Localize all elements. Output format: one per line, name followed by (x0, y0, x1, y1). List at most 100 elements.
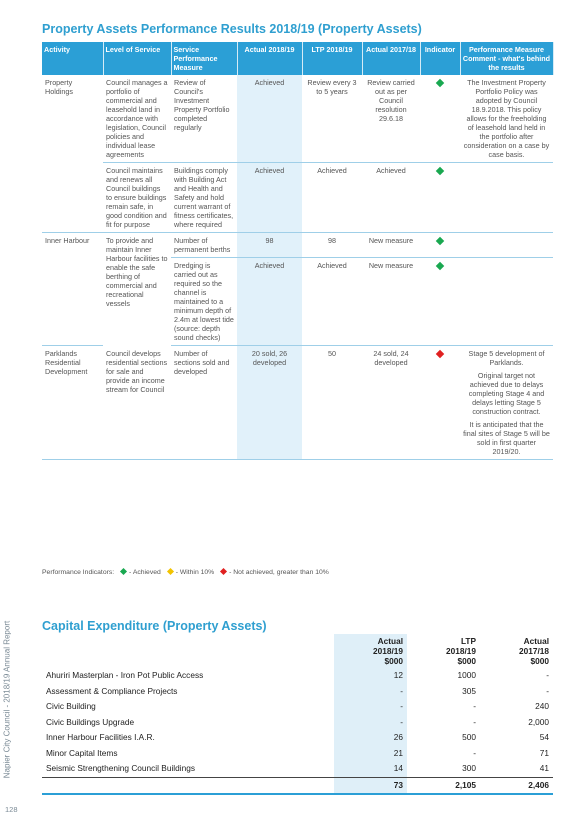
header-ltp-1819: LTP 2018/19 $000 (446, 636, 476, 666)
cell-actual-1819: - (334, 683, 407, 699)
performance-table: Activity Level of Service Service Perfor… (42, 42, 554, 460)
capital-table: Actual 2018/19 $000 LTP 2018/19 $000 Actual 2… (42, 634, 553, 795)
header-level-of-service: Level of Service (103, 42, 172, 75)
cell-level: Council develops residential sections fo… (103, 345, 171, 460)
cell-activity: Parklands Residential Development (42, 345, 103, 460)
comment-paragraph: Original target not achieved due to dela… (468, 371, 545, 416)
cell-actual-1819: 12 (334, 668, 407, 684)
capital-row: Assessment & Compliance Projects - 305 - (42, 683, 553, 699)
cell-actual-1819: Achieved (237, 75, 302, 163)
legend-prefix: Performance Indicators: (42, 569, 115, 576)
legend-not-achieved: - Not achieved, greater than 10% (229, 569, 329, 576)
cell-actual-1718: Review carried out as per Council resolu… (367, 78, 415, 123)
cell-measure: Buildings comply with Building Act and H… (171, 162, 237, 233)
row-label: Seismic Strengthening Council Buildings (46, 763, 195, 773)
cell-ltp: Achieved (302, 257, 362, 346)
header-ltp-1819: LTP 2018/19 (302, 42, 363, 75)
cell-actual-1819: 21 (334, 745, 407, 761)
cell-actual-1819: 26 (334, 730, 407, 746)
cell-actual-1718: 240 (535, 701, 549, 711)
cell-ltp: 50 (302, 345, 362, 460)
row-label: Ahuriri Masterplan - Iron Pot Public Acc… (46, 670, 204, 680)
capital-total-row: 73 2,105 2,406 (42, 776, 553, 795)
performance-legend: Performance Indicators: - Achieved - Wit… (42, 567, 329, 576)
capital-row: Civic Buildings Upgrade - - 2,000 (42, 714, 553, 730)
cell-actual-1718: 41 (539, 763, 549, 773)
cell-indicator (420, 75, 460, 163)
performance-title: Property Assets Performance Results 2018… (42, 22, 422, 36)
cell-ltp-1819: - (473, 701, 476, 711)
cell-ltp-1819: 500 (462, 732, 476, 742)
cell-indicator (420, 233, 460, 258)
cell-actual-1819: 20 sold, 26 developed (237, 345, 302, 460)
header-comment: Performance Measure Comment - what's beh… (460, 42, 554, 75)
cell-actual-1819: Achieved (237, 257, 302, 346)
cell-actual-1718: 71 (539, 747, 549, 758)
cell-actual-1819: Achieved (237, 162, 302, 233)
cell-ltp: Achieved (302, 162, 362, 233)
cell-comment: Stage 5 development of Parklands. Origin… (460, 345, 553, 460)
row-label: Civic Buildings Upgrade (46, 716, 135, 727)
table-row: Council maintains and renews all Council… (42, 162, 553, 233)
cell-measure: Review of Council's Investment Property … (174, 78, 230, 132)
cell-activity: Property Holdings (45, 78, 73, 96)
header-actual-1718: Actual 2017/18 $000 (519, 636, 549, 666)
cell-comment: The Investment Property Portfolio Policy… (463, 78, 550, 159)
table-row: Property Holdings Council manages a port… (42, 75, 553, 163)
total-actual-1718: 2,406 (480, 776, 553, 795)
cell-ltp-1819: - (473, 747, 476, 758)
cell-ltp-1819: 300 (462, 763, 476, 773)
cell-actual-1819: - (334, 699, 407, 715)
row-label: Minor Capital Items (46, 747, 118, 758)
cell-ltp-1819: 305 (462, 685, 476, 696)
side-report-title: Napier City Council - 2018/19 Annual Rep… (2, 620, 12, 779)
cell-actual-1718: New measure (368, 236, 414, 245)
cell-actual-1718: 24 sold, 24 developed (362, 345, 420, 460)
header-actual-1819: Actual 2018/19 (237, 42, 303, 75)
header-actual-1718: Actual 2017/18 (362, 42, 421, 75)
cell-ltp: 98 (328, 236, 336, 245)
cell-actual-1718: - (546, 685, 549, 696)
cell-actual-1718: New measure (362, 257, 420, 346)
table-row: Parklands Residential Development Counci… (42, 345, 553, 460)
row-label: Inner Harbour Facilities I.A.R. (46, 732, 155, 742)
cell-measure: Number of sections sold and developed (171, 345, 237, 460)
cell-measure: Dredging is carried out as required so t… (171, 257, 237, 346)
legend-achieved: - Achieved (129, 569, 161, 576)
capital-row: Minor Capital Items 21 - 71 (42, 745, 553, 761)
table-row: Inner Harbour To provide and maintain In… (42, 232, 553, 308)
comment-paragraph: Stage 5 development of Parklands. (468, 349, 545, 367)
performance-header-row: Activity Level of Service Service Perfor… (42, 42, 554, 75)
achieved-diamond-icon (120, 567, 128, 576)
cell-actual-1718: - (546, 670, 549, 680)
cell-actual-1718: 54 (539, 732, 549, 742)
header-actual-1819: Actual 2018/19 $000 (334, 634, 407, 668)
cell-level: To provide and maintain Inner Harbour fa… (106, 236, 168, 308)
total-ltp-1819: 2,105 (407, 776, 480, 795)
cell-indicator (420, 345, 460, 460)
cell-activity: Inner Harbour (45, 236, 90, 245)
cell-actual-1718: 2,000 (528, 716, 549, 727)
row-label: Assessment & Compliance Projects (46, 685, 178, 696)
header-activity: Activity (42, 42, 104, 75)
cell-ltp-1819: 1000 (457, 670, 476, 680)
capital-title: Capital Expenditure (Property Assets) (42, 619, 267, 633)
achieved-diamond-icon (435, 78, 445, 88)
cell-level: Council manages a portfolio of commercia… (106, 78, 168, 159)
within-diamond-icon (166, 567, 174, 576)
cell-ltp: Review every 3 to 5 years (307, 78, 357, 96)
cell-measure: Number of permanent berths (174, 236, 231, 254)
capital-row: Ahuriri Masterplan - Iron Pot Public Acc… (42, 668, 553, 684)
achieved-diamond-icon (435, 261, 445, 271)
cell-actual-1718: Achieved (362, 162, 420, 233)
page-number: 128 (5, 805, 18, 814)
capital-header-row: Actual 2018/19 $000 LTP 2018/19 $000 Actual 2… (42, 634, 553, 668)
cell-actual-1819: - (334, 714, 407, 730)
total-actual-1819: 73 (334, 776, 407, 795)
header-indicator: Indicator (420, 42, 461, 75)
cell-actual-1819: 14 (334, 761, 407, 777)
cell-indicator (420, 257, 460, 346)
header-measure: Service Performance Measure (171, 42, 238, 75)
achieved-diamond-icon (435, 236, 445, 246)
legend-within: - Within 10% (175, 569, 215, 576)
